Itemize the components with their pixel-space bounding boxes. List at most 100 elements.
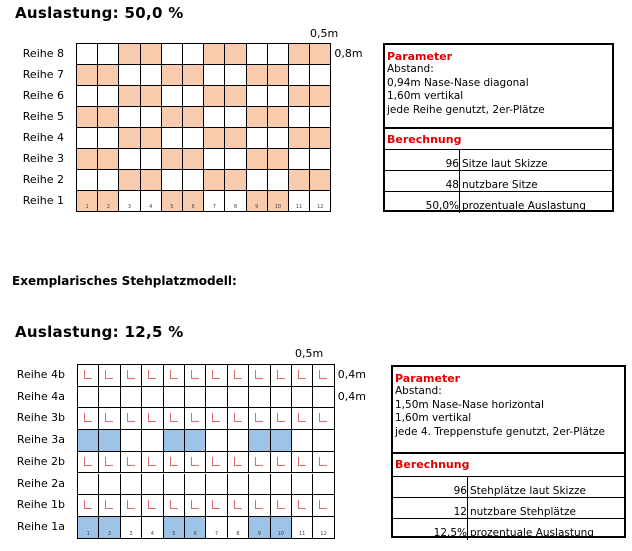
calc-row: 12 nutzbare Stehplätze	[393, 497, 624, 519]
column-number: 6	[193, 530, 197, 537]
grid-cell	[119, 86, 141, 107]
grid-cell	[98, 107, 120, 128]
grid-cell	[246, 86, 268, 107]
grid-cell	[270, 365, 292, 387]
grid-cell	[120, 473, 143, 496]
grid-cell	[99, 473, 121, 496]
grid-cell	[99, 365, 121, 387]
column-number: 4	[150, 530, 154, 537]
grid-cell	[185, 473, 207, 496]
row-label: Reihe 3b	[16, 411, 65, 425]
parameter-line: Abstand:	[387, 63, 434, 75]
grid-cell	[119, 44, 141, 65]
grid-cell	[77, 170, 99, 191]
grid-cell	[310, 128, 332, 149]
grid-cell	[120, 430, 143, 452]
grid-cell	[140, 65, 162, 86]
grid-cell	[270, 408, 292, 431]
parameter-section: Parameter Abstand: 0,94m Nase-Nase diagona…	[385, 45, 612, 127]
grid-cell	[142, 473, 164, 496]
grid-cell	[267, 44, 289, 65]
grid-cell	[140, 170, 162, 191]
grid-cell	[99, 495, 121, 517]
row-label: Reihe 4a	[17, 389, 65, 403]
standing-mark-icon	[148, 413, 157, 423]
standing-mark-icon	[126, 370, 135, 379]
grid-cell	[77, 107, 99, 128]
grid-cell	[313, 495, 335, 517]
grid-cell	[120, 451, 143, 474]
grid-cell	[78, 430, 100, 452]
grid-cell	[77, 44, 99, 65]
row-label: Reihe 4b	[16, 368, 65, 381]
standing-mark-icon	[126, 413, 135, 423]
grid-cell	[119, 107, 141, 128]
grid-cell	[227, 386, 250, 409]
grid-cell	[98, 128, 120, 149]
grid-cell	[185, 365, 207, 387]
row-label: Reihe 4	[22, 131, 64, 144]
calc-label: Stehplätze laut Skizze	[470, 485, 586, 497]
grid-cell	[227, 495, 250, 517]
grid: 1 2 3 4 5 6 7 8 9 10 11 12	[76, 43, 332, 212]
parameter-section: Parameter Abstand: 1,50m Nase-Nase horizon…	[393, 367, 624, 452]
column-number: 4	[149, 204, 153, 210]
info-table: Parameter Abstand: 0,94m Nase-Nase diagona…	[383, 43, 614, 213]
standing-mark-icon	[126, 456, 135, 466]
grid-cell	[77, 65, 99, 86]
column-number: 5	[170, 204, 174, 210]
grid-cell	[120, 495, 143, 517]
grid-cell	[267, 149, 289, 170]
column-number: 5	[172, 530, 176, 537]
grid-cell	[78, 365, 100, 387]
grid-cell	[225, 44, 247, 65]
column-number: 1	[86, 530, 90, 537]
grid-cell	[161, 107, 183, 128]
grid-cell: 2	[99, 516, 121, 539]
row-label: Reihe 7	[22, 68, 64, 81]
parameter-line: jede Reihe genutzt, 2er-Plätze	[387, 103, 545, 116]
grid-cell	[246, 65, 268, 86]
column-number: 12	[317, 204, 324, 210]
standing-mark-icon	[233, 370, 242, 379]
grid-cell	[313, 451, 335, 474]
standing-mark-icon	[126, 500, 135, 510]
column-number: 12	[320, 530, 327, 537]
grid-cell	[140, 44, 162, 65]
grid-cell	[225, 86, 247, 107]
grid-cell	[78, 386, 100, 409]
grid-cell: 7	[204, 191, 226, 212]
grid-cell	[227, 473, 250, 496]
grid-cell: 11	[289, 191, 311, 212]
grid-cell	[119, 128, 141, 149]
grid-cell: 7	[206, 516, 228, 539]
grid-cell	[161, 65, 183, 86]
grid-cell	[292, 365, 314, 387]
column-number: 7	[214, 530, 219, 537]
grid-cell	[163, 386, 185, 409]
row-label: Reihe 1	[22, 194, 64, 207]
calc-row: 12,5% prozentuale Auslastung	[393, 518, 624, 540]
standing-mark-icon	[148, 370, 157, 379]
grid-cell: 12	[310, 191, 332, 212]
standing-mark-icon	[276, 456, 285, 466]
standing-mark-icon	[212, 456, 221, 466]
grid-cell: 1	[78, 516, 100, 539]
grid-cell	[119, 170, 141, 191]
standing-mark-icon	[233, 413, 242, 423]
grid-cell	[78, 473, 100, 496]
grid-cell	[289, 86, 311, 107]
grid-cell	[289, 170, 311, 191]
height-label: 0,8m	[334, 47, 363, 60]
grid-cell	[183, 149, 205, 170]
grid-cell	[292, 451, 314, 474]
row-label: Reihe 2	[22, 173, 64, 186]
row-label: Reihe 2b	[16, 454, 65, 468]
grid-cell	[249, 408, 271, 431]
grid-cell	[183, 128, 205, 149]
grid-cell	[142, 495, 164, 517]
standing-mark-icon	[298, 370, 306, 379]
column-number: 7	[212, 204, 216, 210]
parameter-heading: Parameter	[395, 372, 461, 385]
grid-cell	[310, 170, 332, 191]
